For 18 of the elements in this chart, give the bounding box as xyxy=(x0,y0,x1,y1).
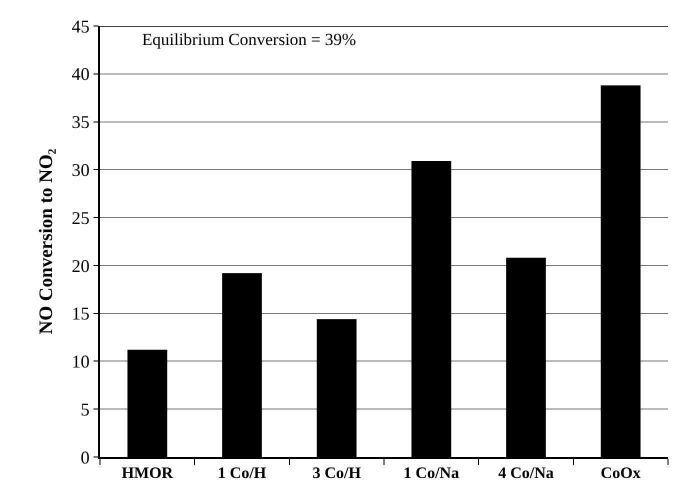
x-tick-label: HMOR xyxy=(122,465,174,482)
y-tick-label: 5 xyxy=(80,399,90,420)
y-tick-label: 10 xyxy=(72,352,90,372)
y-tick-label: 45 xyxy=(72,16,90,36)
y-tick-label: 35 xyxy=(72,112,90,132)
y-tick-label: 20 xyxy=(72,256,90,276)
annotation: Equilibrium Conversion = 39% xyxy=(142,30,356,49)
y-tick-label: 15 xyxy=(72,304,90,324)
y-axis-title: NO Conversion to NO₂ xyxy=(36,148,57,334)
y-tick-label: 30 xyxy=(72,160,90,180)
x-tick-label: 1 Co/H xyxy=(218,465,267,482)
y-tick-label: 40 xyxy=(72,64,90,84)
x-tick-label: 4 Co/Na xyxy=(498,465,554,482)
y-tick-label: 25 xyxy=(72,208,90,228)
x-tick-label: 1 Co/Na xyxy=(404,465,460,482)
y-tick-label: 0 xyxy=(80,447,90,468)
x-tick-label: 3 Co/H xyxy=(312,465,362,482)
x-tick-label: CoOx xyxy=(600,465,641,482)
